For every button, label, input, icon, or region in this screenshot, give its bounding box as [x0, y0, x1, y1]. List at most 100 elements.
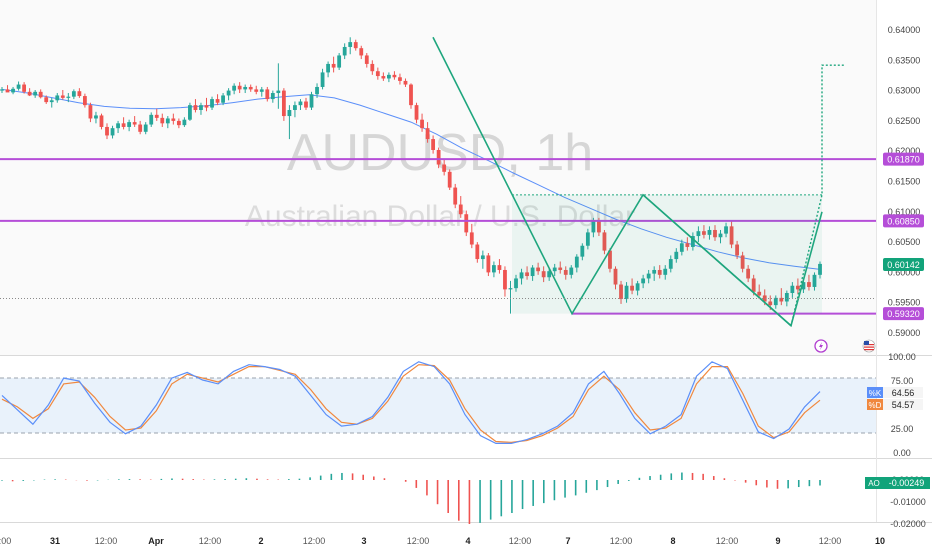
candle-up[interactable] [188, 102, 192, 121]
candle-down[interactable] [525, 266, 529, 280]
candle-up[interactable] [812, 272, 817, 291]
candle-up[interactable] [580, 243, 585, 261]
candle-up[interactable] [663, 265, 668, 280]
candle-down[interactable] [204, 97, 209, 112]
candle-up[interactable] [182, 117, 187, 127]
candle-down[interactable] [403, 78, 408, 87]
candle-up[interactable] [624, 282, 629, 303]
candle-down[interactable] [171, 113, 176, 125]
candle-down[interactable] [608, 248, 612, 273]
candle-down[interactable] [60, 89, 65, 100]
candle-up[interactable] [66, 93, 71, 103]
candle-down[interactable] [613, 266, 618, 290]
candle-up[interactable] [386, 72, 391, 83]
candle-up[interactable] [552, 263, 557, 277]
candle-up[interactable] [276, 63, 281, 109]
candle-down[interactable] [442, 158, 447, 176]
candle-down[interactable] [83, 93, 87, 108]
candle-down[interactable] [215, 94, 220, 106]
candle-down[interactable] [735, 240, 739, 260]
candle-down[interactable] [464, 210, 469, 237]
candle-up[interactable] [668, 255, 673, 273]
candles[interactable] [0, 37, 822, 314]
candle-down[interactable] [447, 169, 452, 190]
candle-down[interactable] [132, 116, 137, 127]
candle-down[interactable] [254, 85, 259, 95]
candle-down[interactable] [713, 225, 717, 241]
candle-up[interactable] [724, 222, 728, 238]
candle-up[interactable] [309, 91, 314, 110]
candle-up[interactable] [480, 250, 485, 269]
candle-down[interactable] [265, 86, 270, 102]
candle-up[interactable] [569, 265, 574, 279]
candle-up[interactable] [646, 269, 651, 284]
candle-down[interactable] [160, 113, 165, 127]
candle-up[interactable] [641, 274, 646, 289]
candle-up[interactable] [270, 90, 275, 103]
candle-down[interactable] [370, 60, 375, 75]
candle-down[interactable] [398, 73, 402, 85]
candle-down[interactable] [436, 147, 441, 169]
candle-down[interactable] [746, 265, 751, 283]
candle-up[interactable] [635, 280, 640, 296]
candle-up[interactable] [690, 232, 695, 251]
candle-up[interactable] [287, 105, 292, 140]
candle-down[interactable] [392, 71, 397, 80]
candle-down[interactable] [121, 117, 126, 130]
candle-down[interactable] [779, 288, 784, 306]
candle-down[interactable] [431, 135, 436, 154]
candle-up[interactable] [232, 83, 237, 95]
candle-down[interactable] [88, 102, 93, 123]
candle-up[interactable] [514, 274, 518, 292]
candle-down[interactable] [420, 113, 424, 132]
candle-up[interactable] [547, 268, 552, 281]
candle-down[interactable] [630, 278, 634, 295]
candle-down[interactable] [44, 95, 49, 104]
candle-up[interactable] [71, 89, 76, 100]
candle-down[interactable] [409, 83, 413, 109]
candle-down[interactable] [458, 196, 463, 218]
candle-up[interactable] [574, 254, 579, 273]
candle-down[interactable] [304, 97, 308, 110]
candle-up[interactable] [33, 89, 38, 98]
candle-down[interactable] [193, 99, 198, 113]
candle-up[interactable] [707, 226, 712, 240]
candle-up[interactable] [492, 261, 496, 278]
candle-down[interactable] [558, 261, 563, 274]
candle-up[interactable] [210, 96, 214, 110]
candle-up[interactable] [149, 112, 154, 127]
candle-up[interactable] [243, 84, 248, 94]
candle-down[interactable] [353, 39, 358, 51]
candle-up[interactable] [342, 43, 347, 60]
candle-down[interactable] [22, 82, 27, 94]
candle-down[interactable] [359, 45, 364, 60]
candle-up[interactable] [199, 102, 203, 115]
candle-down[interactable] [619, 280, 623, 304]
candle-down[interactable] [138, 120, 143, 135]
candle-down[interactable] [541, 266, 546, 283]
candle-up[interactable] [0, 86, 4, 94]
us-flag-icon[interactable] [862, 339, 876, 353]
candle-up[interactable] [165, 116, 170, 129]
candle-up[interactable] [127, 119, 132, 132]
candle-up[interactable] [348, 37, 353, 55]
candle-up[interactable] [11, 86, 15, 95]
candle-down[interactable] [154, 108, 159, 121]
candle-down[interactable] [5, 85, 10, 93]
candle-up[interactable] [652, 266, 657, 281]
candle-down[interactable] [657, 265, 662, 279]
candle-up[interactable] [696, 226, 701, 243]
candle-up[interactable] [143, 122, 148, 135]
candle-up[interactable] [585, 228, 590, 250]
candle-up[interactable] [790, 282, 795, 298]
candle-down[interactable] [795, 278, 800, 295]
candle-down[interactable] [375, 67, 380, 80]
lightning-icon[interactable] [814, 339, 828, 353]
candle-up[interactable] [818, 261, 822, 279]
horizontal-levels[interactable]: 0.61870 0.60850 0.59320 [0, 152, 924, 321]
candle-up[interactable] [519, 268, 524, 285]
candle-up[interactable] [259, 86, 264, 97]
candle-up[interactable] [320, 68, 325, 90]
candle-down[interactable] [740, 251, 745, 273]
